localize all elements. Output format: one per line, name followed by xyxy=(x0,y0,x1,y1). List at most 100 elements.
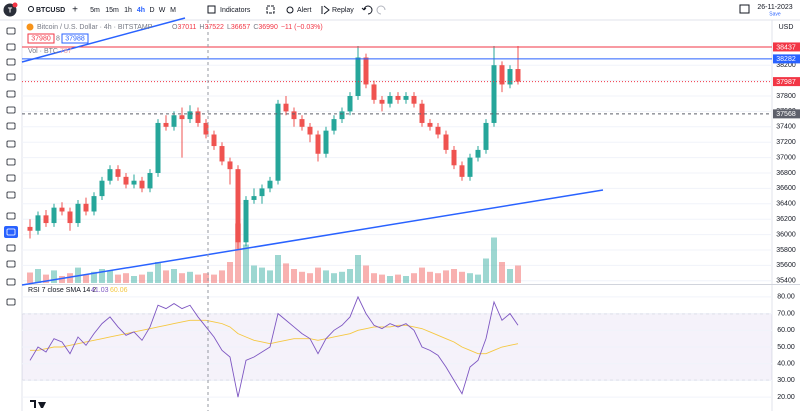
candle-body xyxy=(115,169,121,177)
volume-bar xyxy=(515,265,521,283)
tool-icon[interactable] xyxy=(6,212,16,220)
candle-body xyxy=(459,165,465,177)
candle-body xyxy=(51,207,57,224)
volume-bar xyxy=(235,223,241,283)
sell-box[interactable] xyxy=(27,33,55,44)
buy-box[interactable] xyxy=(61,33,89,44)
candle-body xyxy=(195,111,201,123)
interval-button[interactable]: 4h xyxy=(137,7,145,14)
buy-price[interactable]: 37988 xyxy=(65,35,85,42)
volume-bar xyxy=(35,269,41,283)
volume-bar xyxy=(371,273,377,283)
tool-icon[interactable] xyxy=(6,106,16,114)
volume-bar xyxy=(267,270,273,283)
candle-body xyxy=(435,126,441,135)
indicators-button[interactable]: Indicators xyxy=(220,7,251,14)
tool-icon[interactable] xyxy=(6,244,16,252)
window-icon[interactable] xyxy=(739,4,750,14)
volume-bar xyxy=(427,271,433,283)
volume-bar xyxy=(379,274,385,283)
candle-body xyxy=(395,96,401,100)
rsi-tick-label: 30.00 xyxy=(777,377,795,384)
volume-bar xyxy=(387,276,393,283)
tool-icon[interactable] xyxy=(6,73,16,81)
price-label: 37987 xyxy=(776,79,796,86)
redo[interactable] xyxy=(376,5,386,15)
tool-icon[interactable] xyxy=(6,122,16,130)
volume-bar xyxy=(395,274,401,283)
volume-bar xyxy=(227,262,233,283)
notification-dot xyxy=(12,2,18,8)
price-tick-label: 35400 xyxy=(776,278,796,285)
candle-body xyxy=(131,180,137,185)
tool-icon[interactable] xyxy=(6,278,16,286)
volume-bar xyxy=(203,273,209,283)
tool-icon[interactable] xyxy=(6,158,16,166)
candle-body xyxy=(211,134,217,147)
tool-icon[interactable] xyxy=(6,174,16,182)
candle-body xyxy=(91,196,97,212)
symbol[interactable]: BTCUSD xyxy=(36,7,65,14)
interval-button[interactable]: M xyxy=(170,7,176,14)
indicators-icon xyxy=(207,5,216,14)
tool-icon[interactable] xyxy=(6,298,16,306)
candle-body xyxy=(27,226,33,231)
interval-button[interactable]: W xyxy=(159,7,166,14)
candle-body xyxy=(147,173,153,189)
candle-body xyxy=(227,161,233,170)
candle-body xyxy=(363,57,369,85)
tool-icon[interactable] xyxy=(6,260,16,268)
tool-icon[interactable] xyxy=(6,140,16,148)
volume-bar xyxy=(187,271,193,283)
candle-body xyxy=(403,96,409,100)
legend-title: Bitcoin / U.S. Dollar · 4h · BITSTAMP xyxy=(37,24,153,31)
interval-button[interactable]: 1h xyxy=(124,7,132,14)
sell-price[interactable]: 37980 xyxy=(31,35,51,42)
candle-body xyxy=(419,103,425,123)
interval-button[interactable]: D xyxy=(149,7,154,14)
ohlc-key: O xyxy=(172,24,178,31)
interval-button[interactable]: 15m xyxy=(105,7,119,14)
tool-icon[interactable] xyxy=(6,228,16,236)
rsi-value: 41.03 xyxy=(91,287,109,294)
ohlc-value: 37522 xyxy=(204,24,224,31)
tool-icon[interactable] xyxy=(6,191,16,199)
candle-body xyxy=(235,169,241,243)
volume-bar xyxy=(411,273,417,283)
price-tick-label: 36600 xyxy=(776,185,796,192)
rsi-tick-label: 50.00 xyxy=(777,344,795,351)
ohlc-value: 37011 xyxy=(177,24,196,31)
tool-icon[interactable] xyxy=(6,43,16,51)
undo[interactable] xyxy=(361,5,373,15)
price-tick-label: 37400 xyxy=(776,124,796,131)
candle-body xyxy=(355,57,361,96)
tool-active-bg[interactable] xyxy=(4,226,18,238)
price-label-bg xyxy=(773,42,800,52)
layout-icon[interactable] xyxy=(266,5,275,14)
alert-button[interactable]: Alert xyxy=(297,7,311,14)
ohlc-value: 36990 xyxy=(258,24,278,31)
volume-bar xyxy=(251,265,257,283)
trend-line-lower[interactable] xyxy=(21,189,604,286)
save-button[interactable]: Save xyxy=(769,11,781,17)
interval-button[interactable]: 5m xyxy=(90,7,100,14)
tool-icon[interactable] xyxy=(6,58,16,66)
replay-button[interactable]: Replay xyxy=(332,7,354,14)
price-tick-label: 37800 xyxy=(776,93,796,100)
volume-bar xyxy=(155,262,161,283)
replay-icon xyxy=(321,5,330,15)
tool-icon[interactable] xyxy=(6,27,16,35)
add-symbol[interactable]: + xyxy=(72,5,78,16)
trend-line-upper[interactable] xyxy=(21,17,186,63)
candle-body xyxy=(451,149,457,166)
candle-body xyxy=(315,134,321,154)
volume-bar xyxy=(51,270,57,283)
volume-bar xyxy=(27,272,33,283)
tool-icon[interactable] xyxy=(6,90,16,98)
currency[interactable]: USD xyxy=(779,24,794,31)
price-tick-label: 36000 xyxy=(776,231,796,238)
tradingview-logo[interactable] xyxy=(30,400,46,408)
candle-body xyxy=(347,96,353,112)
